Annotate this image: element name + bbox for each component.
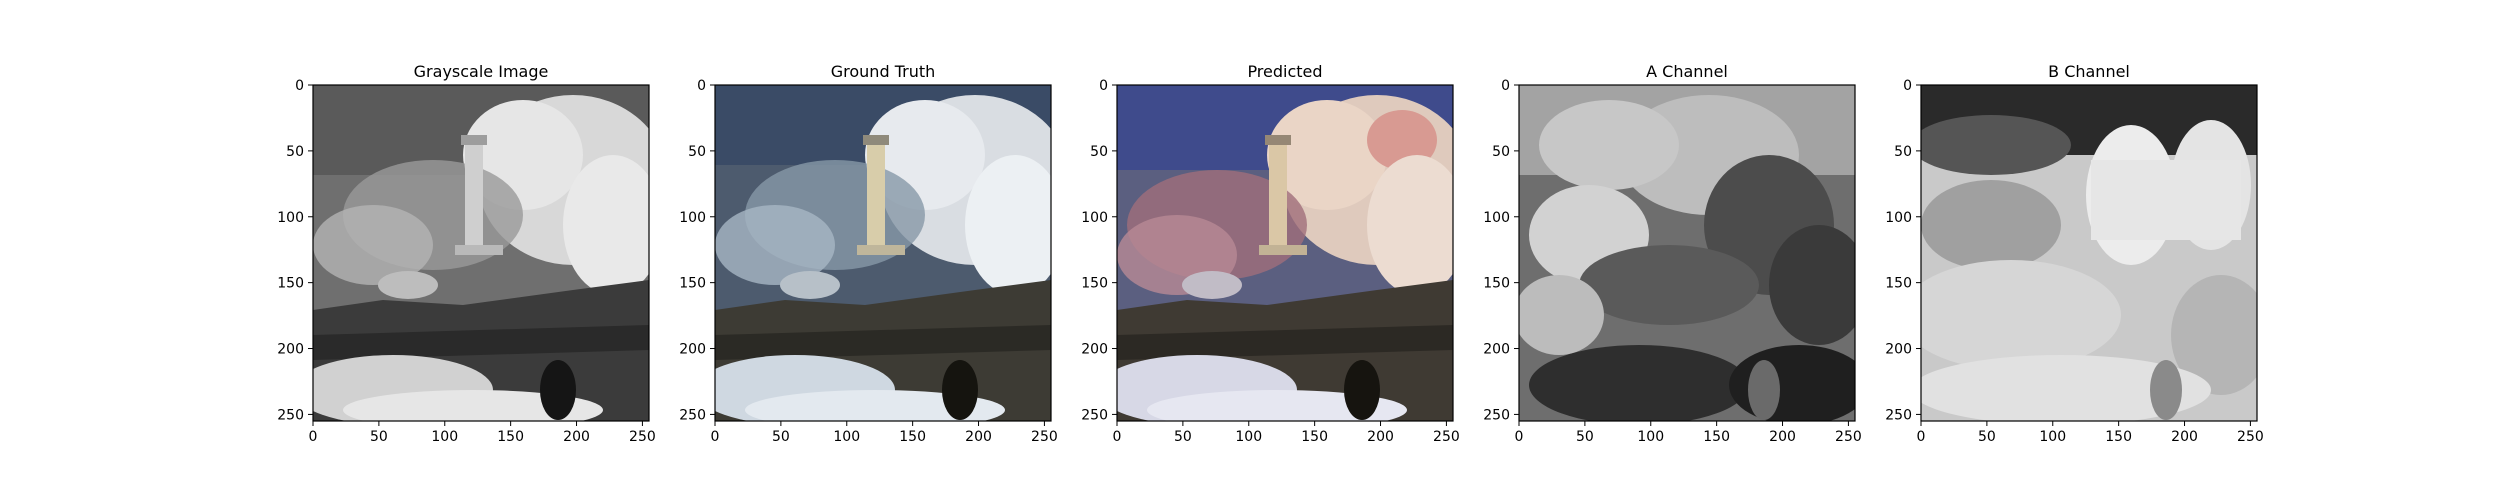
x-tick-label: 100 — [431, 429, 458, 445]
x-tick-label: 200 — [965, 429, 992, 445]
y-tick-label: 0 — [1099, 78, 1108, 94]
panel-ground-truth: Ground Truth 0 50 100 150 200 250 0 50 100 150 200… — [679, 62, 1058, 445]
y-tick-label: 100 — [277, 210, 304, 226]
y-tick-label: 250 — [277, 407, 304, 423]
x-tick-label: 100 — [2039, 429, 2066, 445]
x-tick-label: 0 — [309, 429, 318, 445]
b-channel-image — [1921, 85, 2257, 421]
x-tick-label: 150 — [899, 429, 926, 445]
y-tick-label: 50 — [1492, 144, 1510, 160]
axes-frame — [1920, 84, 2258, 422]
y-tick-label: 50 — [286, 144, 304, 160]
x-tick-label: 250 — [1433, 429, 1460, 445]
axis-ticks: 0 50 100 150 200 250 0 50 100 150 200 250 — [277, 78, 656, 445]
x-tick-label: 150 — [2105, 429, 2132, 445]
y-tick-label: 100 — [679, 210, 706, 226]
x-tick-label: 200 — [563, 429, 590, 445]
y-tick-label: 100 — [1483, 210, 1510, 226]
x-tick-label: 250 — [1835, 429, 1862, 445]
y-tick-label: 250 — [1885, 407, 1912, 423]
a-channel-image — [1519, 85, 1855, 421]
axes-frame — [1116, 84, 1454, 422]
y-tick-label: 200 — [277, 342, 304, 358]
predicted-image — [1117, 85, 1453, 421]
panel-title: Predicted — [1247, 62, 1322, 81]
y-tick-label: 50 — [1894, 144, 1912, 160]
x-tick-label: 200 — [1367, 429, 1394, 445]
y-tick-label: 250 — [1081, 407, 1108, 423]
panel-a-channel: A Channel 0 50 100 150 200 250 0 50 100 150 200 250 — [1483, 62, 1862, 445]
y-tick-label: 100 — [1081, 210, 1108, 226]
y-tick-label: 150 — [679, 276, 706, 292]
axis-ticks: 0 50 100 150 200 250 0 50 100 150 200 250 — [1081, 78, 1460, 445]
y-tick-label: 200 — [679, 342, 706, 358]
y-tick-label: 150 — [1885, 276, 1912, 292]
y-tick-label: 0 — [697, 78, 706, 94]
axis-ticks: 0 50 100 150 200 250 0 50 100 150 200 250 — [1483, 78, 1862, 445]
grayscale-image — [313, 85, 649, 421]
x-tick-label: 150 — [1301, 429, 1328, 445]
x-tick-label: 0 — [711, 429, 720, 445]
panel-title: Grayscale Image — [414, 62, 549, 81]
x-tick-label: 250 — [1031, 429, 1058, 445]
y-tick-label: 250 — [679, 407, 706, 423]
y-tick-label: 0 — [295, 78, 304, 94]
y-tick-label: 0 — [1501, 78, 1510, 94]
y-tick-label: 50 — [688, 144, 706, 160]
x-tick-label: 250 — [2237, 429, 2264, 445]
x-tick-label: 0 — [1515, 429, 1524, 445]
x-tick-label: 100 — [1235, 429, 1262, 445]
y-tick-label: 200 — [1081, 342, 1108, 358]
panel-predicted: Predicted 0 50 100 150 200 250 0 50 100 150 200 250 — [1081, 62, 1460, 445]
y-tick-label: 150 — [1081, 276, 1108, 292]
axis-ticks: 0 50 100 150 200 250 0 50 100 150 200 250 — [1885, 78, 2264, 445]
x-tick-label: 50 — [1576, 429, 1594, 445]
y-tick-label: 150 — [1483, 276, 1510, 292]
ground-truth-image — [715, 85, 1051, 421]
x-tick-label: 200 — [2171, 429, 2198, 445]
axis-ticks: 0 50 100 150 200 250 0 50 100 150 200 250 — [679, 78, 1058, 445]
y-tick-label: 200 — [1483, 342, 1510, 358]
x-tick-label: 100 — [833, 429, 860, 445]
panel-title: A Channel — [1646, 62, 1728, 81]
x-tick-label: 50 — [370, 429, 388, 445]
x-tick-label: 50 — [1978, 429, 1996, 445]
x-tick-label: 200 — [1769, 429, 1796, 445]
x-tick-label: 150 — [1703, 429, 1730, 445]
y-tick-label: 150 — [277, 276, 304, 292]
panel-grayscale: Grayscale Image 0 50 100 150 200 250 0 50 100 150… — [277, 62, 656, 445]
axes-frame — [312, 84, 650, 422]
axes-frame — [1518, 84, 1856, 422]
y-tick-label: 100 — [1885, 210, 1912, 226]
x-tick-label: 0 — [1917, 429, 1926, 445]
x-tick-label: 150 — [497, 429, 524, 445]
panel-title: Ground Truth — [831, 62, 936, 81]
y-tick-label: 0 — [1903, 78, 1912, 94]
y-tick-label: 50 — [1090, 144, 1108, 160]
axes-frame — [714, 84, 1052, 422]
x-tick-label: 100 — [1637, 429, 1664, 445]
x-tick-label: 50 — [1174, 429, 1192, 445]
panel-title: B Channel — [2048, 62, 2130, 81]
x-tick-label: 250 — [629, 429, 656, 445]
x-tick-label: 50 — [772, 429, 790, 445]
y-tick-label: 200 — [1885, 342, 1912, 358]
y-tick-label: 250 — [1483, 407, 1510, 423]
panel-b-channel: B Channel 0 50 100 150 200 250 0 50 100 150 200 250 — [1885, 62, 2264, 445]
x-tick-label: 0 — [1113, 429, 1122, 445]
